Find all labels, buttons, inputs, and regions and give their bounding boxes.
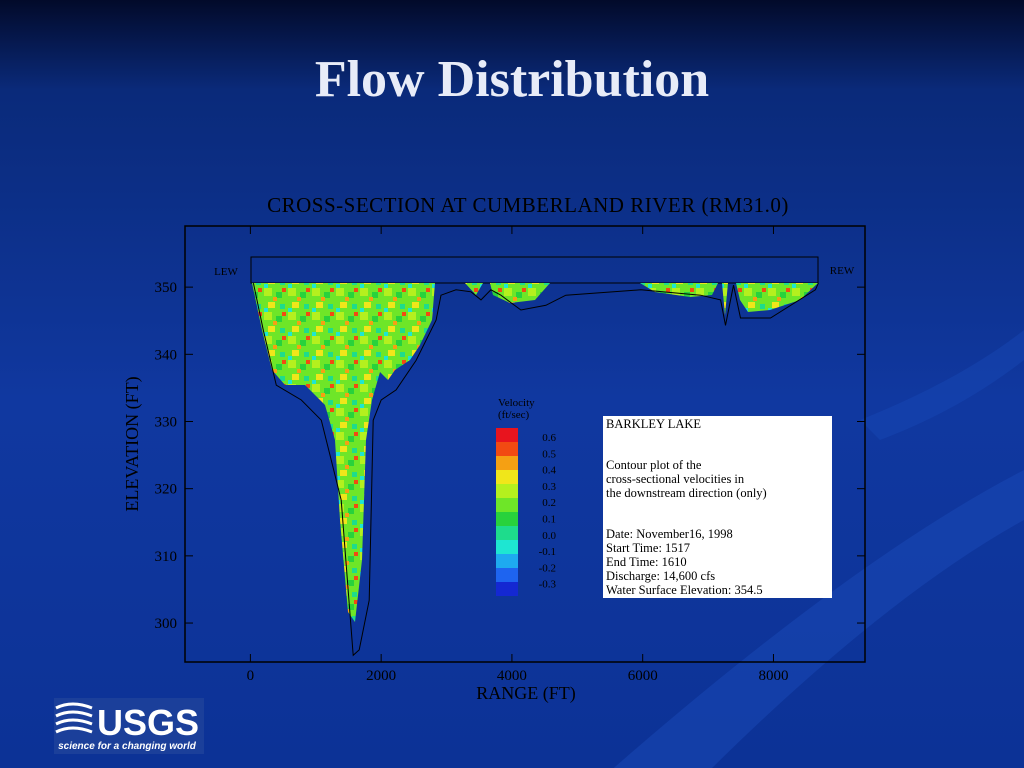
colorbar-label: 0.5 xyxy=(542,448,556,460)
colorbar-label: -0.1 xyxy=(539,546,556,558)
logo-waves xyxy=(55,702,93,734)
decor-swoosh xyxy=(613,470,1024,768)
velocity-field xyxy=(252,283,818,622)
colorbar-label: -0.3 xyxy=(539,579,557,591)
x-tick-label: 2000 xyxy=(366,668,396,684)
info-line: End Time: 1610 xyxy=(606,555,687,569)
colorbar-swatch xyxy=(496,498,518,512)
logo-name: USGS xyxy=(97,702,199,743)
decor-swoosh xyxy=(860,330,1024,440)
colorbar-swatch xyxy=(496,512,518,526)
y-tick-label: 310 xyxy=(155,549,178,565)
y-tick-label: 350 xyxy=(155,280,178,296)
bed-profile xyxy=(252,282,819,657)
colorbar-label: -0.2 xyxy=(539,562,556,574)
y-tick-label: 300 xyxy=(155,616,178,632)
colorbar-swatch xyxy=(496,568,518,582)
colorbar-title: Velocity xyxy=(498,397,535,409)
colorbar-label: 0.4 xyxy=(542,465,556,477)
info-line: Discharge: 14,600 cfs xyxy=(606,569,715,583)
colorbar-swatch xyxy=(496,456,518,470)
colorbar-swatch xyxy=(496,540,518,554)
slide-title: Flow Distribution xyxy=(315,51,709,108)
info-line: cross-sectional velocities in xyxy=(606,472,745,486)
colorbar-swatch xyxy=(496,470,518,484)
colorbar-label: 0.0 xyxy=(542,530,556,542)
logo-bg xyxy=(54,698,204,754)
x-axis-label: RANGE (FT) xyxy=(476,683,576,704)
colorbar-swatch xyxy=(496,554,518,568)
y-axis-label: ELEVATION (FT) xyxy=(122,376,143,511)
info-line: Date: November16, 1998 xyxy=(606,527,733,541)
annotation: LEW xyxy=(214,266,238,278)
x-tick-label: 6000 xyxy=(628,668,658,684)
x-tick-label: 4000 xyxy=(497,668,527,684)
y-tick-label: 330 xyxy=(155,414,178,430)
x-tick-label: 8000 xyxy=(758,668,788,684)
colorbar-label: 0.3 xyxy=(542,481,556,493)
info-box xyxy=(603,416,832,598)
colorbar-swatch xyxy=(496,484,518,498)
colorbar-swatch xyxy=(496,582,518,596)
info-line: Water Surface Elevation: 354.5 xyxy=(606,583,763,597)
info-line: Start Time: 1517 xyxy=(606,541,690,555)
logo: USGS science for a changing world xyxy=(54,698,204,754)
colorbar-swatch xyxy=(496,428,518,442)
plot-frame xyxy=(184,225,866,663)
water-surface xyxy=(250,256,819,284)
y-tick-label: 320 xyxy=(155,482,178,498)
info-line: the downstream direction (only) xyxy=(606,486,767,500)
chart-title: CROSS-SECTION AT CUMBERLAND RIVER (RM31.… xyxy=(267,193,789,217)
colorbar-label: 0.1 xyxy=(542,514,556,526)
annotation: REW xyxy=(830,265,855,277)
colorbar-swatch xyxy=(496,442,518,456)
colorbar-label: 0.6 xyxy=(542,432,556,444)
colorbar-label: 0.2 xyxy=(542,497,556,509)
colorbar-swatch xyxy=(496,526,518,540)
y-tick-label: 340 xyxy=(155,347,178,363)
logo-tagline: science for a changing world xyxy=(58,741,197,752)
info-line: BARKLEY LAKE xyxy=(606,417,701,431)
x-tick-label: 0 xyxy=(247,668,255,684)
info-line: Contour plot of the xyxy=(606,458,702,472)
colorbar-title: (ft/sec) xyxy=(498,409,529,421)
